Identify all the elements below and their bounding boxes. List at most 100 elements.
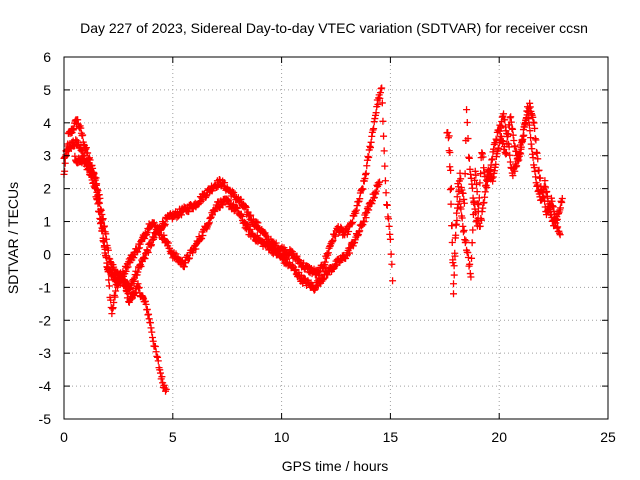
data-point	[501, 116, 509, 124]
y-tick-label: -3	[39, 345, 52, 361]
data-point	[359, 185, 367, 193]
data-point	[356, 195, 364, 203]
data-point	[453, 216, 461, 224]
data-point	[541, 177, 549, 185]
data-point	[517, 150, 525, 158]
data-point	[474, 200, 482, 208]
data-point	[551, 222, 559, 230]
data-point	[246, 225, 254, 233]
data-point	[534, 155, 542, 163]
data-point	[532, 136, 540, 144]
data-point	[91, 185, 99, 193]
data-point	[323, 250, 331, 258]
data-point	[100, 222, 108, 230]
data-point	[382, 189, 390, 197]
data-point	[447, 166, 455, 174]
data-point	[161, 220, 169, 228]
data-point	[378, 84, 386, 92]
data-point	[147, 241, 155, 249]
data-point	[456, 197, 464, 205]
data-point	[468, 239, 476, 247]
data-point	[111, 293, 119, 301]
data-point	[453, 209, 461, 217]
data-point	[202, 192, 210, 200]
data-point	[105, 282, 113, 290]
data-point	[388, 260, 396, 268]
data-point	[61, 152, 69, 160]
x-tick-label: 0	[60, 429, 68, 445]
data-point	[467, 273, 475, 281]
data-point	[495, 127, 503, 135]
data-point	[134, 268, 142, 276]
data-point	[471, 176, 479, 184]
data-point	[527, 134, 535, 142]
data-point	[147, 324, 155, 332]
data-point	[447, 200, 455, 208]
data-point	[144, 248, 152, 256]
data-point	[360, 218, 368, 226]
data-point	[153, 352, 161, 360]
data-point	[148, 328, 156, 336]
data-point	[450, 262, 458, 270]
data-point	[379, 117, 387, 125]
y-tick-label: 6	[43, 49, 51, 65]
data-point	[495, 145, 503, 153]
data-point	[156, 366, 164, 374]
data-point	[154, 353, 162, 361]
data-point	[466, 260, 474, 268]
data-point	[95, 208, 103, 216]
data-point	[321, 258, 329, 266]
data-point	[110, 298, 118, 306]
data-point	[365, 206, 373, 214]
data-point	[451, 249, 459, 257]
data-point	[511, 167, 519, 175]
data-point	[372, 109, 380, 117]
data-point	[450, 271, 458, 279]
data-point	[221, 179, 229, 187]
data-point	[61, 167, 69, 175]
data-point	[453, 193, 461, 201]
data-point	[449, 259, 457, 267]
data-point	[130, 277, 138, 285]
x-tick-label: 15	[383, 429, 399, 445]
data-point	[254, 219, 262, 227]
chart-title: Day 227 of 2023, Sidereal Day-to-day VTE…	[80, 20, 588, 36]
data-point	[242, 203, 250, 211]
data-point	[140, 254, 148, 262]
data-point	[94, 200, 102, 208]
data-point	[475, 201, 483, 209]
series-track-c	[71, 152, 384, 294]
data-point	[320, 262, 328, 270]
data-point	[532, 173, 540, 181]
data-point	[461, 170, 469, 178]
data-point	[445, 132, 453, 140]
data-point	[444, 129, 452, 137]
data-point	[386, 235, 394, 243]
data-point	[328, 238, 336, 246]
data-point	[378, 99, 386, 107]
data-point	[147, 242, 155, 250]
data-point	[504, 130, 512, 138]
data-point	[149, 337, 157, 345]
data-point	[322, 254, 330, 262]
data-point	[228, 187, 236, 195]
data-point	[481, 188, 489, 196]
data-point	[376, 178, 384, 186]
y-tick-label: -2	[39, 312, 52, 328]
data-point	[468, 254, 476, 262]
series-track-e	[445, 103, 566, 288]
data-point	[445, 147, 453, 155]
data-point	[381, 162, 389, 170]
data-point	[533, 181, 541, 189]
x-tick-label: 25	[600, 429, 616, 445]
data-point	[118, 275, 126, 283]
data-point	[370, 125, 378, 133]
data-point	[529, 154, 537, 162]
data-point	[161, 384, 169, 392]
data-point	[468, 184, 476, 192]
data-point	[558, 195, 566, 203]
data-point	[520, 131, 528, 139]
y-tick-label: 3	[43, 148, 51, 164]
y-tick-label: 1	[43, 214, 51, 230]
